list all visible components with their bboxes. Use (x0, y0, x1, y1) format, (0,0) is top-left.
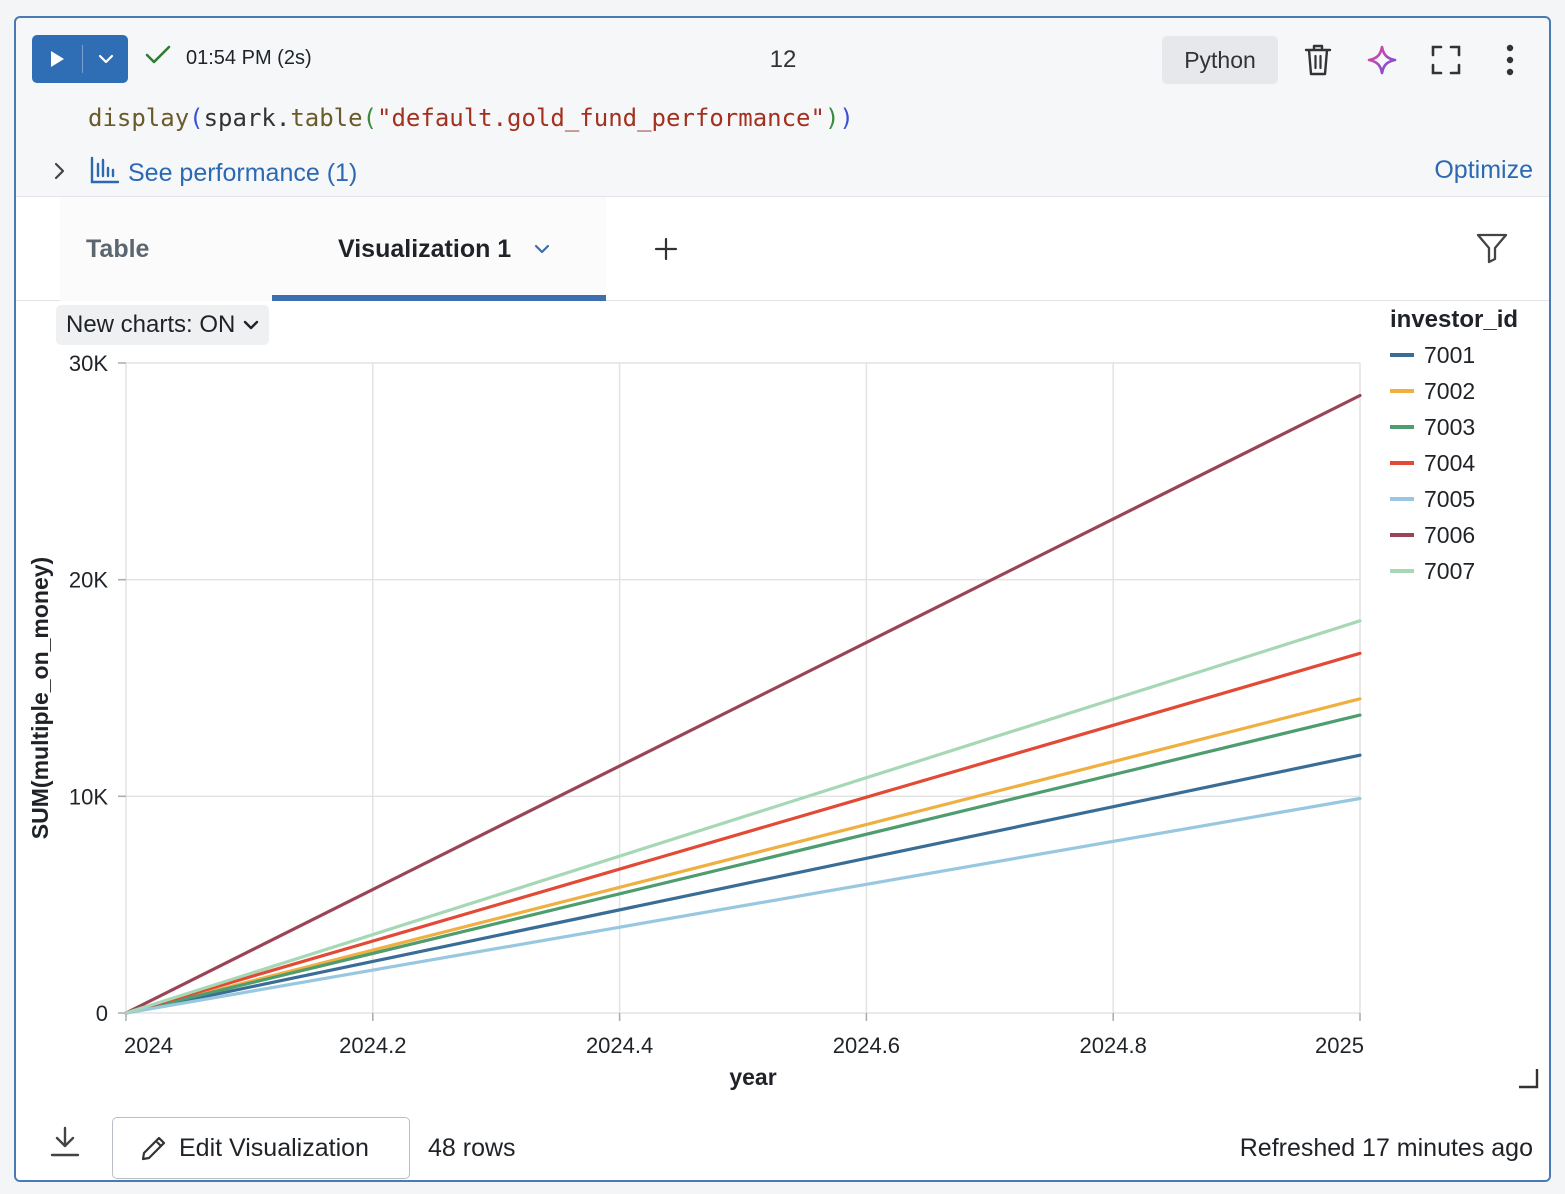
chevron-down-icon (243, 319, 259, 331)
result-tabs: Table Visualization 1 (16, 197, 1549, 301)
series-line-7006 (124, 393, 1362, 1015)
play-icon[interactable] (32, 35, 82, 83)
legend-item-7007: 7007 (1424, 558, 1475, 584)
legend-item-7003: 7003 (1424, 414, 1475, 440)
legend-title: investor_id (1390, 306, 1518, 333)
y-tick-label: 0 (96, 1001, 108, 1026)
see-performance-link[interactable]: See performance (1) (90, 156, 357, 191)
code-method: table (290, 104, 363, 132)
cell-toolbar: 01:54 PM (2s) 12 Python (16, 18, 1549, 104)
line-chart: 2024 2024.2 2024.4 2024.6 2024.8 2025 0 10K 20K 3… (27, 306, 1518, 1090)
run-button-divider (82, 45, 83, 73)
refreshed-status: Refreshed 17 minutes ago (1239, 1134, 1533, 1162)
code-paren: ( (189, 104, 204, 132)
optimize-link[interactable]: Optimize (1434, 156, 1533, 184)
legend-item-7006: 7006 (1424, 522, 1475, 548)
more-vertical-icon[interactable] (1492, 42, 1528, 78)
plus-icon[interactable] (654, 237, 678, 261)
x-tick-label: 2024 (124, 1033, 173, 1058)
legend-item-7001: 7001 (1424, 342, 1475, 368)
tab-table[interactable]: Table (60, 197, 272, 301)
legend-item-7002: 7002 (1424, 378, 1475, 404)
notebook-cell: 01:54 PM (2s) 12 Python display(spark.ta… (14, 16, 1551, 1182)
code-line[interactable]: display(spark.table("default.gold_fund_p… (88, 104, 854, 132)
chevron-right-icon[interactable] (48, 160, 70, 182)
y-tick-label: 30K (69, 351, 108, 376)
see-performance-label: See performance (1) (128, 159, 358, 187)
chevron-down-icon[interactable] (83, 35, 128, 83)
filter-icon[interactable] (1475, 231, 1509, 265)
x-tick-label: 2024.2 (339, 1033, 406, 1058)
series-line-7003 (124, 713, 1362, 1015)
fullscreen-icon[interactable] (1428, 42, 1464, 78)
tab-visualization-1[interactable]: Visualization 1 (272, 197, 606, 301)
download-icon[interactable] (48, 1125, 82, 1159)
run-cell-button[interactable] (32, 35, 128, 83)
y-axis-title: SUM(multiple_on_money) (27, 557, 53, 839)
result-panel: Table Visualization 1 2024 2024.2 2024.4 20… (16, 196, 1549, 1180)
code-paren: ) (839, 104, 854, 132)
bar-chart-icon (90, 156, 120, 191)
language-badge[interactable]: Python (1162, 36, 1278, 84)
add-tab-button[interactable] (646, 197, 686, 301)
x-tick-label: 2024.6 (833, 1033, 900, 1058)
performance-row: See performance (1) Optimize (16, 152, 1549, 196)
tab-table-label: Table (86, 234, 150, 263)
resize-handle[interactable] (1517, 1067, 1539, 1089)
chevron-down-icon[interactable] (533, 243, 551, 255)
x-tick-label: 2024.8 (1080, 1033, 1147, 1058)
check-icon (144, 44, 172, 72)
sparkle-assistant-icon[interactable] (1364, 42, 1400, 78)
y-tick-label: 10K (69, 784, 108, 809)
new-charts-toggle[interactable]: New charts: ON (56, 305, 270, 345)
legend-item-7004: 7004 (1424, 450, 1475, 476)
x-tick-label: 2024.4 (586, 1033, 653, 1058)
result-footer: Edit Visualization 48 rows Refreshed 17 … (16, 1103, 1549, 1180)
edit-visualization-label: Edit Visualization (179, 1133, 369, 1162)
row-count: 48 rows (428, 1134, 516, 1162)
series-line-7005 (124, 796, 1362, 1015)
active-tab-indicator (272, 295, 606, 301)
x-axis-title: year (729, 1064, 776, 1090)
trash-icon[interactable] (1300, 42, 1336, 78)
run-status: 01:54 PM (2s) (144, 44, 312, 72)
series-line-7007 (124, 619, 1362, 1015)
pencil-icon (139, 1133, 169, 1163)
code-object: spark. (203, 104, 291, 132)
status-time: 01:54 PM (2s) (186, 46, 312, 69)
x-tick-label: 2025 (1315, 1033, 1364, 1058)
new-charts-label: New charts: ON (66, 311, 236, 338)
series-line-7004 (124, 651, 1362, 1015)
tab-visualization-label: Visualization 1 (338, 234, 512, 263)
y-tick-label: 20K (69, 568, 108, 593)
code-paren: ( (362, 104, 378, 132)
series-line-7001 (124, 753, 1362, 1015)
edit-visualization-button[interactable]: Edit Visualization (112, 1117, 410, 1179)
code-function: display (88, 104, 190, 132)
legend-item-7005: 7005 (1424, 486, 1475, 512)
series-line-7002 (124, 697, 1362, 1015)
cell-number: 12 (769, 46, 797, 73)
code-paren: ) (824, 104, 840, 132)
code-string: "default.gold_fund_performance" (377, 104, 825, 132)
